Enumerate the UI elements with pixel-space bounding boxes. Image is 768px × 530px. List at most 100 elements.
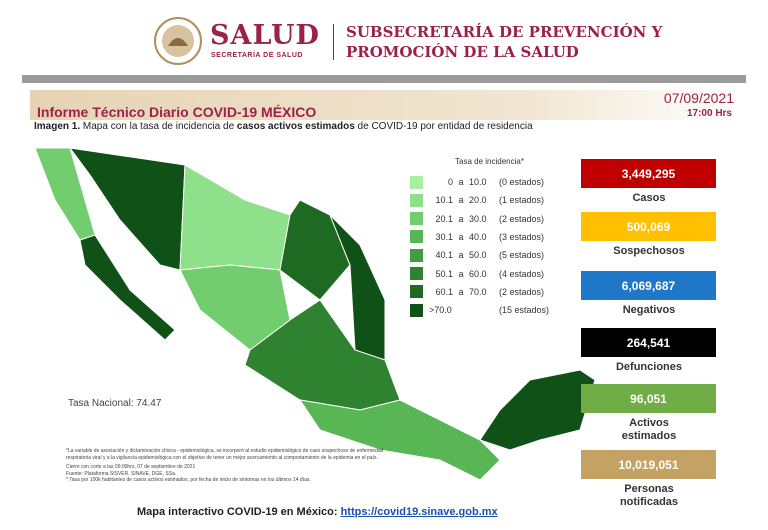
stat-value: 10,019,051 <box>581 450 716 479</box>
legend-row: 60.1 a 70.0 (2 estados) <box>410 285 544 299</box>
note: Cierre con corte a las 09:00hrs, 07 de s… <box>66 464 196 471</box>
subsecretaria-line: PROMOCIÓN DE LA SALUD <box>346 43 579 61</box>
legend-swatch <box>410 285 423 299</box>
subtitle-text: Mapa con la tasa de incidencia de <box>80 121 237 132</box>
legend-to: 40.0 <box>469 231 487 242</box>
stat-label: Sospechosos <box>559 245 739 258</box>
note: *La variable de asociación y dictaminaci… <box>66 448 384 461</box>
legend-count: (3 estados) <box>499 231 545 242</box>
report-time: 17:00 Hrs <box>686 108 732 119</box>
legend-from: 40.1 <box>435 250 453 261</box>
legend-sep: a <box>458 231 464 242</box>
separator <box>333 24 334 60</box>
subtitle: Imagen 1. Mapa con la tasa de incidencia… <box>34 121 533 132</box>
footer: Mapa interactivo COVID-19 en México: htt… <box>137 506 498 518</box>
header-bar <box>22 75 746 83</box>
map <box>34 147 596 481</box>
legend-row: 50.1 a 60.0 (4 estados) <box>410 267 544 281</box>
legend-row: 10.1 a 20.0 (1 estados) <box>410 193 544 207</box>
legend-row: 30.1 a 40.0 (3 estados) <box>410 230 544 244</box>
state <box>479 369 596 451</box>
states <box>34 147 596 481</box>
legend-count: (4 estados) <box>499 268 545 279</box>
state <box>279 199 351 301</box>
subsecretaria-line: SUBSECRETARÍA DE PREVENCIÓN Y <box>346 23 663 41</box>
stat-label-line: Personas <box>624 483 674 495</box>
legend-row: >70.0 (15 estados) <box>410 303 549 317</box>
stat-label-line: Sospechosos <box>613 245 685 257</box>
legend-to: 30.0 <box>469 213 487 224</box>
brand: SALUD <box>210 20 320 51</box>
legend-count: (15 estados) <box>499 305 550 316</box>
legend-sep: a <box>458 250 464 261</box>
note: * Tasa por 100k habitantes de casos acti… <box>66 477 311 484</box>
stat-label: Activos estimados <box>559 417 739 443</box>
legend-swatch <box>410 193 423 207</box>
legend-swatch <box>410 303 423 317</box>
footer-text: Mapa interactivo COVID-19 en México: <box>137 506 338 518</box>
note: Fuente: Plataforma SISVER, SINAVE, DGE, … <box>66 470 177 477</box>
emblem <box>154 17 202 65</box>
stat-label-line: Activos <box>629 417 669 429</box>
brand-sub: SECRETARÍA DE SALUD <box>211 52 303 59</box>
legend-swatch <box>410 212 423 226</box>
stat-label: Defunciones <box>559 361 739 374</box>
stat-label-line: estimados <box>621 430 677 442</box>
legend-from: 0 <box>447 177 453 187</box>
title-banner <box>30 90 736 120</box>
stat-value: 96,051 <box>581 384 716 413</box>
legend-from: 20.1 <box>435 213 453 224</box>
state <box>298 399 501 481</box>
footer-link[interactable]: https://covid19.sinave.gob.mx <box>340 506 498 518</box>
legend-sep: a <box>458 286 464 297</box>
legend-count: (2 estados) <box>499 213 545 224</box>
legend-row: 40.1 a 50.0 (5 estados) <box>410 248 544 262</box>
subtitle-lead: Imagen 1. <box>34 121 81 132</box>
legend-from: 60.1 <box>435 286 453 297</box>
report-date: 07/09/2021 <box>663 90 734 106</box>
legend-from: 10.1 <box>435 195 453 206</box>
legend-to: 70.0 <box>469 286 487 297</box>
legend-count: (1 estados) <box>499 195 545 206</box>
notes: *La variable de asociación y dictaminaci… <box>66 448 386 484</box>
state <box>179 164 291 271</box>
stat-label: Personas notificadas <box>559 483 739 509</box>
national-rate: Tasa Nacional: 74.47 <box>68 398 162 409</box>
legend-sep: a <box>458 195 464 206</box>
legend-from: 30.1 <box>435 231 453 242</box>
state <box>244 299 401 411</box>
stat-label-line: notificadas <box>619 496 679 508</box>
legend-to: 20.0 <box>469 195 487 206</box>
legend-row: 0 a 10.0 (0 estados) <box>410 175 544 189</box>
stat-label: Negativos <box>559 304 739 317</box>
subtitle-text: de COVID-19 por entidad de residencia <box>354 121 533 132</box>
legend-sep: a <box>458 268 464 279</box>
stat-label-line: Casos <box>632 192 666 204</box>
legend-swatch <box>410 175 423 189</box>
stat-value: 264,541 <box>581 328 716 357</box>
legend-sep: a <box>458 177 464 187</box>
legend-swatch <box>410 267 423 280</box>
subtitle-emph: casos activos estimados <box>236 121 355 132</box>
legend-to: 50.0 <box>469 250 487 261</box>
legend-title: Tasa de incidencia* <box>455 157 524 166</box>
stat-label-line: Defunciones <box>615 361 682 373</box>
legend-count: (5 estados) <box>499 250 545 261</box>
stat-label-line: Negativos <box>622 304 676 316</box>
legend-from: 50.1 <box>435 268 453 279</box>
subsecretaria: SUBSECRETARÍA DE PREVENCIÓN Y PROMOCIÓN … <box>346 22 662 62</box>
stat-value: 6,069,687 <box>581 271 716 300</box>
legend-to: 10.0 <box>469 177 487 187</box>
legend-count: (0 estados) <box>499 177 545 187</box>
legend-from: >70.0 <box>429 305 452 316</box>
legend-swatch <box>410 230 423 244</box>
legend-sep: a <box>458 213 464 224</box>
stat-value: 3,449,295 <box>581 159 716 188</box>
stat-label: Casos <box>559 192 739 205</box>
legend-row: 20.1 a 30.0 (2 estados) <box>410 212 544 226</box>
stat-value: 500,069 <box>581 212 716 241</box>
legend-to: 60.0 <box>469 268 487 279</box>
report-title: Informe Técnico Diario COVID-19 MÉXICO <box>37 104 317 120</box>
